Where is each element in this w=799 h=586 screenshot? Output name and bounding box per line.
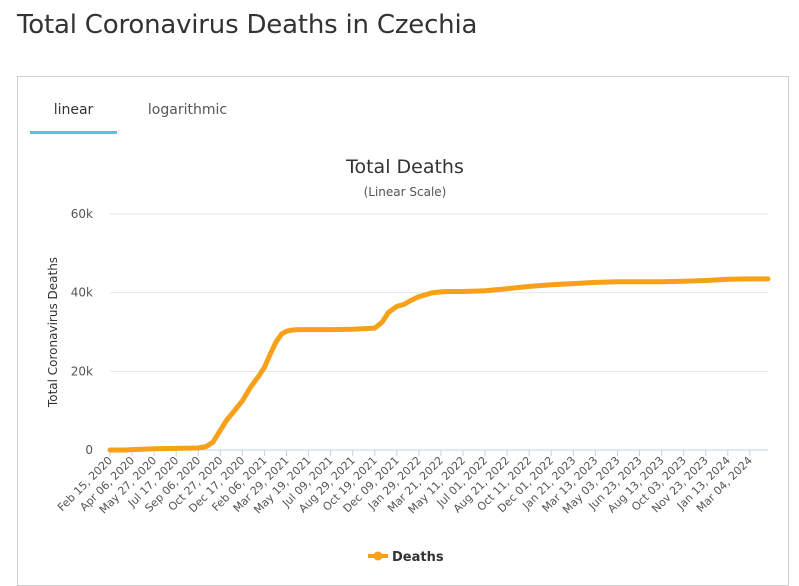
legend-marker xyxy=(373,551,383,561)
series-line-deaths xyxy=(107,276,771,453)
y-tick-label: 0 xyxy=(85,443,93,457)
chart-title: Total Deaths xyxy=(345,156,464,178)
tab-linear[interactable]: linear xyxy=(30,95,117,134)
gridlines xyxy=(110,213,768,451)
chart-subtitle: (Linear Scale) xyxy=(364,185,447,199)
y-axis-label: Total Coronavirus Deaths xyxy=(46,257,60,408)
chart-panel: linear logarithmic xyxy=(17,76,789,586)
y-tick-label: 40k xyxy=(71,286,93,300)
page-title: Total Coronavirus Deaths in Czechia xyxy=(17,10,478,40)
legend-label: Deaths xyxy=(392,550,444,565)
legend[interactable]: Deaths xyxy=(368,550,444,565)
y-tick-label: 60k xyxy=(71,207,93,221)
chart: Total Deaths (Linear Scale) Total Corona… xyxy=(46,156,771,565)
y-tick-label: 20k xyxy=(71,364,93,378)
y-axis-ticks: 0 20k 40k 60k xyxy=(71,207,93,457)
tab-logarithmic[interactable]: logarithmic xyxy=(147,102,228,118)
series-layer xyxy=(107,276,771,453)
